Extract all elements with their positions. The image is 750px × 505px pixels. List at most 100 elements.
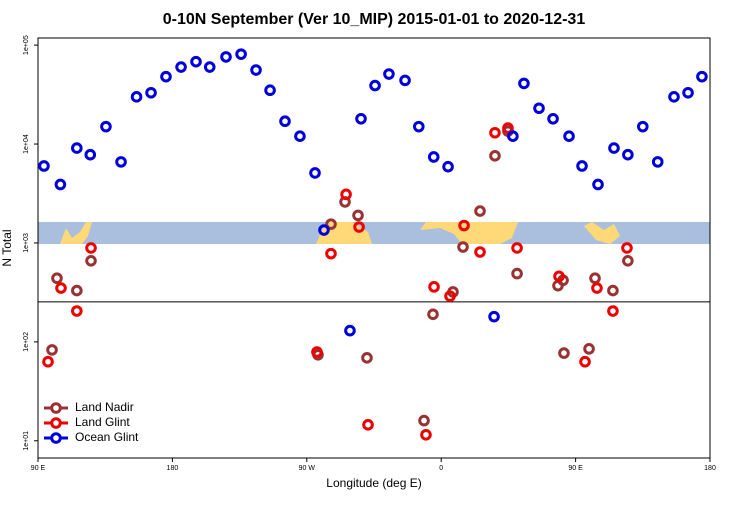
- point: [502, 122, 514, 134]
- point: [511, 242, 523, 254]
- point: [458, 219, 470, 232]
- point: [607, 284, 619, 297]
- point: [115, 156, 127, 168]
- point: [353, 221, 365, 233]
- point: [622, 148, 634, 161]
- point: [442, 160, 454, 173]
- point: [130, 91, 143, 103]
- x-tick-label: 90 W: [299, 465, 316, 472]
- point: [175, 61, 187, 73]
- legend-marker: [50, 402, 62, 414]
- point: [85, 242, 97, 254]
- point: [311, 346, 323, 358]
- point: [54, 178, 67, 191]
- point: [309, 167, 321, 179]
- point: [71, 284, 83, 297]
- point: [220, 51, 232, 63]
- point: [507, 130, 519, 142]
- point: [607, 305, 619, 317]
- x-axis-label: Longitude (deg E): [326, 476, 421, 490]
- legend-marker: [50, 417, 62, 429]
- point: [592, 178, 604, 191]
- point: [589, 272, 601, 285]
- point: [622, 255, 634, 267]
- point: [583, 343, 595, 355]
- point: [145, 86, 157, 99]
- point: [203, 61, 216, 73]
- point: [576, 160, 588, 172]
- point: [608, 142, 620, 154]
- legend-label: Ocean Glint: [75, 430, 139, 444]
- point: [427, 151, 440, 163]
- point: [651, 156, 664, 168]
- point: [474, 246, 486, 258]
- point: [352, 209, 364, 222]
- point: [362, 419, 374, 431]
- point: [325, 218, 337, 230]
- y-axis-label: N Total: [0, 229, 14, 266]
- point: [579, 355, 591, 368]
- x-tick-label: 0: [439, 465, 443, 472]
- legend-label: Land Nadir: [75, 400, 134, 414]
- point: [355, 112, 367, 125]
- point: [399, 74, 411, 87]
- y-tick-label: 1e+01: [23, 431, 30, 451]
- point: [591, 282, 603, 294]
- point: [533, 102, 545, 115]
- point: [344, 324, 356, 337]
- point: [488, 310, 500, 323]
- point: [279, 115, 291, 128]
- point: [361, 352, 373, 364]
- point: [51, 272, 63, 285]
- point: [46, 344, 58, 356]
- x-tick-label: 180: [704, 465, 716, 472]
- chart-title: 0-10N September (Ver 10_MIP) 2015-01-01 …: [163, 11, 586, 28]
- point: [340, 188, 352, 201]
- point: [428, 281, 440, 293]
- point: [250, 64, 262, 76]
- point: [682, 86, 694, 99]
- point: [668, 91, 680, 103]
- point: [84, 148, 97, 161]
- point: [489, 126, 501, 139]
- point: [518, 77, 530, 90]
- point: [511, 267, 523, 280]
- point: [427, 308, 439, 321]
- point: [325, 247, 337, 260]
- y-tick-label: 1e+04: [23, 134, 30, 154]
- point: [85, 255, 97, 267]
- point: [553, 270, 565, 283]
- point: [418, 414, 430, 427]
- point: [294, 130, 306, 142]
- point: [489, 150, 501, 162]
- legend-marker: [50, 432, 62, 444]
- point: [558, 347, 570, 359]
- map-band: [38, 222, 710, 244]
- point: [235, 48, 247, 60]
- point: [71, 305, 83, 317]
- y-tick-label: 1e+05: [23, 35, 30, 55]
- point: [100, 120, 112, 133]
- point: [696, 70, 708, 83]
- point: [38, 160, 50, 172]
- legend-label: Land Glint: [75, 415, 130, 429]
- point: [42, 355, 54, 368]
- point: [190, 55, 202, 68]
- point: [444, 290, 456, 302]
- point: [637, 120, 649, 133]
- plot-frame: [37, 37, 711, 459]
- point: [474, 205, 486, 217]
- y-tick-label: 1e+03: [23, 233, 30, 253]
- point: [457, 241, 469, 253]
- point: [420, 428, 432, 441]
- point: [71, 142, 83, 154]
- y-tick-label: 1e+02: [23, 332, 30, 352]
- x-tick-label: 180: [167, 465, 179, 472]
- point: [413, 120, 425, 133]
- point: [318, 224, 330, 236]
- x-tick-label: 90 E: [31, 465, 46, 472]
- point: [563, 130, 575, 142]
- point: [160, 70, 172, 83]
